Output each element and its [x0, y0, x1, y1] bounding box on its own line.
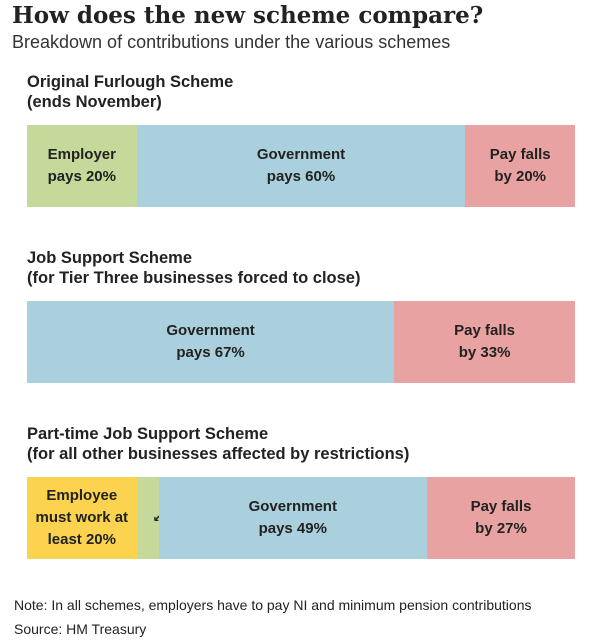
segment-label: Pay falls by 27%	[433, 477, 569, 559]
segment-name: Employer	[47, 146, 116, 163]
bar-segment	[465, 125, 575, 207]
segment-name: Pay falls	[489, 146, 551, 163]
panel-subtitle: (for all other businesses affected by re…	[27, 445, 410, 463]
bar-segment	[136, 477, 159, 559]
panel-subtitle: (ends November)	[27, 93, 162, 111]
segment-label: Employer pays 20%	[33, 125, 131, 207]
subtitle: Breakdown of contributions under the var…	[12, 32, 451, 52]
segment-value-label: must work at least 20%	[35, 509, 129, 548]
segment-label: Government pays 60%	[143, 125, 460, 207]
segment-label: Government pays 67%	[33, 301, 388, 383]
segment-name: Employee	[46, 487, 118, 504]
segment-value-label: pays 60%	[266, 168, 336, 185]
segment-value-label: by 27%	[475, 520, 527, 537]
segment-name: Pay falls	[454, 322, 515, 339]
bar-segment	[158, 477, 428, 559]
bar-segment	[27, 125, 137, 207]
bar-segment	[136, 125, 466, 207]
bar-segment	[27, 301, 395, 383]
segment-name: Government	[248, 498, 337, 515]
segment-value-label: pays 67%	[176, 344, 245, 361]
pointer-arrow: ↙	[153, 510, 164, 526]
segment-value-label: by 33%	[458, 344, 511, 361]
panel-title: Part-time Job Support Scheme	[27, 425, 269, 443]
note: Note: In all schemes, employers have to …	[14, 597, 532, 613]
segment-value-label: by 20%	[494, 168, 547, 185]
title: How does the new scheme compare?	[12, 2, 484, 29]
panel-title: Job Support Scheme	[27, 249, 193, 267]
bar: Employer pays 20% Government pays 60% Pay fa…	[27, 125, 575, 207]
bar-segment	[27, 477, 137, 559]
segment-value-label: pays 49%	[258, 520, 327, 537]
bar: Government pays 67% Pay falls by 33%	[27, 301, 575, 383]
panel-title: Original Furlough Scheme	[27, 73, 234, 91]
source: Source: HM Treasury	[14, 621, 147, 637]
segment-name: Government	[166, 322, 255, 339]
panel-subtitle: (for Tier Three businesses forced to clo…	[27, 269, 361, 287]
bar-segment	[394, 301, 575, 383]
segment-name: Government	[256, 146, 346, 163]
segment-name: Pay falls	[470, 498, 532, 515]
segment-value-label: pays 20%	[47, 168, 116, 185]
bar-segment	[427, 477, 575, 559]
segment-label: Pay falls by 20%	[471, 125, 569, 207]
segment-label: Pay falls by 33%	[400, 301, 569, 383]
segment-label: Employee must work at least 20%	[33, 477, 131, 559]
segment-label: Government pays 49%	[165, 477, 422, 559]
